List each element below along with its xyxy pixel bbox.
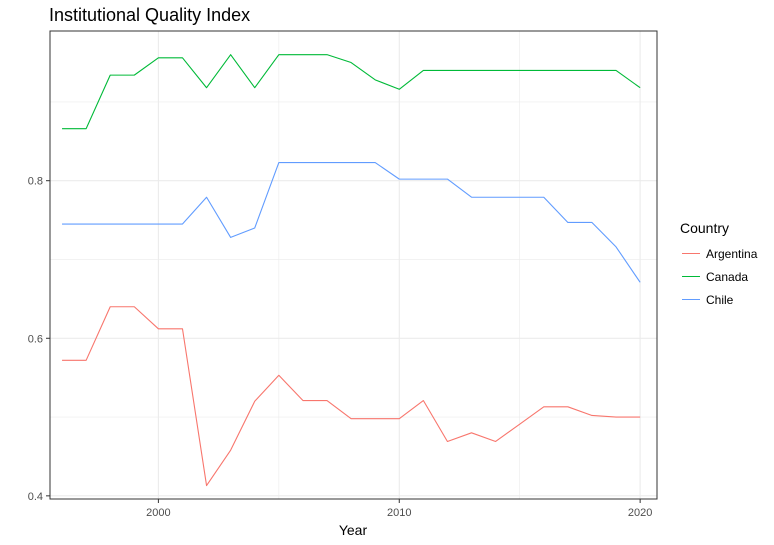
legend-key-line [682, 299, 700, 300]
legend-items: Argentina Canada Chile [680, 242, 757, 311]
legend-label: Canada [706, 269, 749, 284]
series-layer [62, 54, 641, 487]
legend-label: Argentina [706, 246, 758, 261]
grid-layer [50, 31, 657, 499]
y-tick-label: 0.4 [28, 491, 43, 503]
axis-layer: 2000 2010 2020 0.4 0.6 0.8 [28, 176, 653, 519]
x-tick-label: 2010 [387, 507, 411, 519]
legend-item-argentina: Argentina [680, 242, 757, 265]
legend-key-line [682, 253, 700, 254]
legend-item-canada: Canada [680, 265, 757, 288]
legend-item-chile: Chile [680, 288, 757, 311]
x-tick-label: 2000 [146, 507, 170, 519]
legend-title: Country [680, 220, 730, 236]
y-tick-label: 0.8 [28, 176, 43, 188]
x-axis-title: Year [339, 522, 368, 538]
legend-key-line [682, 276, 700, 277]
series-line-argentina [62, 306, 641, 487]
plot-panel-border [49, 30, 658, 500]
chart-title: Institutional Quality Index [49, 5, 251, 25]
legend: Country Argentina Canada Chile [680, 220, 757, 311]
y-tick-label: 0.6 [28, 333, 43, 345]
x-tick-label: 2020 [628, 507, 652, 519]
legend-label: Chile [706, 292, 734, 307]
series-line-chile [62, 162, 641, 283]
series-line-canada [62, 54, 641, 130]
